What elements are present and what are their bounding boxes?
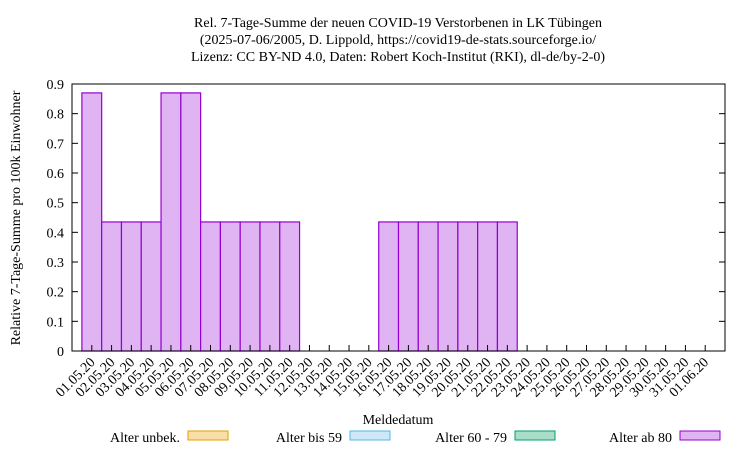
legend-swatch bbox=[187, 430, 229, 441]
y-tick-label: 0 bbox=[57, 345, 64, 360]
bar bbox=[279, 221, 301, 352]
y-tick-label: 0.9 bbox=[47, 78, 65, 93]
y-tick-label: 0.4 bbox=[47, 226, 65, 241]
chart-subtitle: Lizenz: CC BY-ND 4.0, Daten: Robert Koch… bbox=[191, 50, 605, 65]
y-tick-label: 0.6 bbox=[47, 167, 65, 182]
bar bbox=[437, 221, 459, 352]
bar bbox=[378, 221, 400, 352]
bar bbox=[397, 221, 419, 352]
y-tick-label: 0.2 bbox=[47, 286, 65, 301]
bar bbox=[219, 221, 241, 352]
y-tick-label: 0.3 bbox=[47, 256, 65, 271]
bar bbox=[496, 221, 518, 352]
bar bbox=[120, 221, 142, 352]
bar bbox=[417, 221, 439, 352]
y-tick-label: 0.5 bbox=[47, 197, 65, 212]
bar bbox=[140, 221, 162, 352]
legend-label: Alter 60 - 79 bbox=[435, 431, 507, 446]
bar bbox=[160, 92, 182, 352]
y-tick-label: 0.7 bbox=[47, 137, 65, 152]
y-tick-label: 0.8 bbox=[47, 108, 65, 123]
x-axis-label: Meldedatum bbox=[363, 413, 434, 428]
chart-subtitle: (2025-07-06/2005, D. Lippold, https://co… bbox=[200, 33, 596, 48]
bar bbox=[81, 92, 103, 352]
legend-label: Alter ab 80 bbox=[609, 431, 672, 446]
chart-title: Rel. 7-Tage-Summe der neuen COVID-19 Ver… bbox=[194, 16, 602, 31]
y-tick-label: 0.1 bbox=[47, 315, 65, 330]
legend-swatch bbox=[349, 430, 391, 441]
bar bbox=[101, 221, 123, 352]
plot-frame bbox=[71, 83, 726, 352]
legend-swatch bbox=[514, 430, 556, 441]
y-axis-label: Relative 7-Tage-Summe pro 100k Einwohner bbox=[9, 90, 24, 345]
bar bbox=[239, 221, 261, 352]
bar bbox=[457, 221, 479, 352]
legend-swatch bbox=[679, 430, 721, 441]
bar bbox=[259, 221, 281, 352]
legend-label: Alter unbek. bbox=[110, 431, 180, 446]
bar bbox=[180, 92, 202, 352]
bar bbox=[477, 221, 499, 352]
bar bbox=[200, 221, 222, 352]
legend-label: Alter bis 59 bbox=[276, 431, 342, 446]
